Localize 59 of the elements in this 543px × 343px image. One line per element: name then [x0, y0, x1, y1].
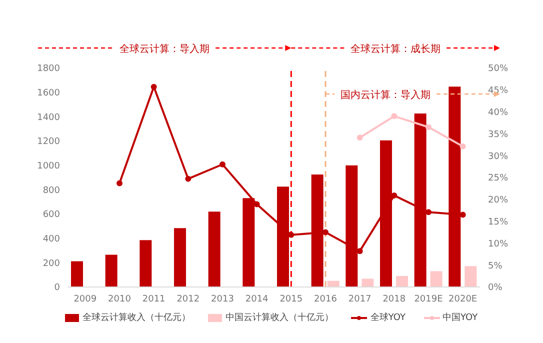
- y-tick-label: 1800: [37, 64, 60, 74]
- y2-tick-label: 0%: [488, 283, 503, 294]
- y2-tick-label: 50%: [488, 64, 508, 74]
- y-tick-label: 1200: [37, 137, 60, 148]
- y2-tick-label: 45%: [488, 86, 508, 96]
- x-tick-label: 2017: [348, 294, 372, 304]
- y2-tick-label: 25%: [488, 174, 508, 184]
- y-tick-label: 1600: [37, 88, 60, 99]
- x-tick-label: 2016: [314, 294, 338, 304]
- y-tick-label: 400: [42, 234, 60, 245]
- text: 全球云计算：成长期: [350, 43, 441, 55]
- x-tick-label: 2013: [211, 294, 234, 304]
- y2-tick-label: 10%: [488, 239, 508, 250]
- point: [220, 161, 226, 168]
- y2-tick-label: 20%: [488, 196, 508, 206]
- x-tick-label: 2019E: [414, 294, 444, 304]
- bar: [174, 228, 186, 287]
- y2-tick-label: 35%: [488, 130, 508, 140]
- annotation: 国内云计算：导入期: [340, 89, 430, 101]
- x-tick-label: 2011: [142, 294, 166, 304]
- x-tick-label: 2015: [280, 294, 303, 304]
- x-tick-label: 2020E: [448, 294, 478, 304]
- y-tick-label: 200: [42, 258, 60, 269]
- x-tick-label: 2014: [245, 294, 269, 304]
- point: [356, 134, 363, 141]
- x-tick-label: 2010: [108, 294, 132, 304]
- y-tick-label: 800: [42, 186, 60, 196]
- y2-tick-label: 5%: [488, 261, 503, 272]
- y2-tick-label: 15%: [488, 217, 508, 228]
- point: [426, 209, 432, 216]
- legend-label: 中国YOY: [442, 312, 478, 324]
- legend-label: 中国云计算收入（十亿元）: [225, 312, 334, 324]
- x-tick-label: 2012: [176, 294, 200, 304]
- point: [460, 143, 466, 150]
- y-tick-label: 600: [42, 210, 60, 220]
- point: [391, 113, 398, 120]
- x-tick-label: 2009: [74, 294, 97, 304]
- legend-label: 全球云计算收入（十亿元）: [82, 312, 190, 324]
- point: [185, 176, 192, 182]
- bar: [208, 212, 220, 287]
- bar: [396, 276, 408, 287]
- legend-label: 全球YOY: [370, 312, 406, 324]
- y-tick-label: 1400: [37, 112, 60, 123]
- point: [426, 124, 432, 130]
- y2-tick-label: 30%: [488, 152, 508, 162]
- y-tick-label: 1000: [37, 162, 60, 172]
- bar: [430, 271, 442, 287]
- bar: [105, 254, 118, 287]
- bar: [71, 261, 83, 287]
- text: 全球云计算：导入期: [120, 43, 210, 55]
- point: [116, 180, 122, 186]
- y-tick-label: 0: [54, 283, 60, 294]
- y2-tick-label: 40%: [488, 108, 508, 118]
- bar: [140, 240, 152, 287]
- point: [150, 84, 157, 90]
- x-tick-label: 2018: [382, 294, 406, 304]
- bar: [464, 266, 477, 287]
- point: [322, 229, 328, 236]
- bar: [362, 278, 374, 287]
